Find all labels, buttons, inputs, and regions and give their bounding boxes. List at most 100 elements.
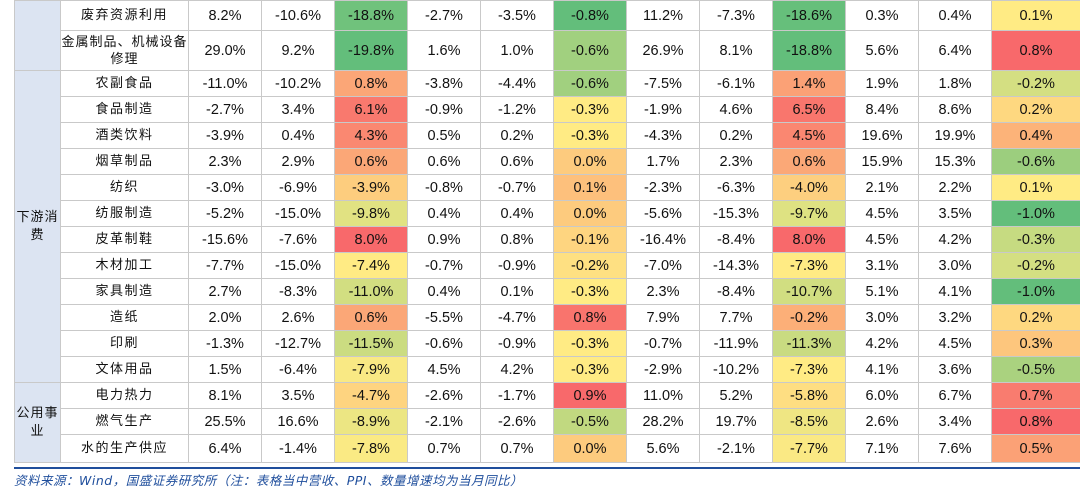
value-cell: 2.3%	[188, 148, 262, 175]
industry-name: 电力热力	[60, 382, 189, 409]
industry-name: 农副食品	[60, 70, 189, 97]
value-cell: 1.5%	[188, 356, 262, 383]
table-row: 废弃资源利用 8.2% -10.6% -18.8% -2.7% -3.5% -0.8% 11.…	[14, 0, 1080, 71]
table-row: 公用事业 电力热力 8.1% 3.5% -4.7% -2.6% -1.7% 0.9% 11.0%…	[14, 382, 1080, 463]
table-body: 废弃资源利用 8.2% -10.6% -18.8% -2.7% -3.5% -0.8% 11.…	[14, 0, 1080, 463]
value-cell: -6.1%	[699, 70, 773, 97]
value-cell: 2.6%	[845, 408, 919, 435]
value-cell: 0.1%	[991, 0, 1080, 31]
value-cell: -18.8%	[772, 30, 846, 71]
value-cell: 2.3%	[699, 148, 773, 175]
value-cell: 0.7%	[480, 434, 554, 463]
value-cell: -0.2%	[772, 304, 846, 331]
value-cell: 0.5%	[991, 434, 1080, 463]
value-cell: 0.0%	[553, 200, 627, 227]
table-row: 燃气生产 25.5% 16.6% -8.9% -2.1% -2.6% -0.5% 28.2% 1…	[15, 408, 1080, 435]
value-cell: 4.2%	[918, 226, 992, 253]
value-cell: -4.7%	[334, 382, 408, 409]
value-cell: 4.2%	[480, 356, 554, 383]
value-cell: 0.6%	[772, 148, 846, 175]
value-cell: -5.5%	[407, 304, 481, 331]
value-cell: 0.2%	[991, 96, 1080, 123]
value-cell: -2.6%	[480, 408, 554, 435]
value-cell: 0.4%	[918, 0, 992, 31]
value-cell: 5.1%	[845, 278, 919, 305]
value-cell: 0.1%	[553, 174, 627, 201]
industry-name: 酒类饮料	[60, 122, 189, 149]
value-cell: 7.7%	[699, 304, 773, 331]
value-cell: 2.7%	[188, 278, 262, 305]
value-cell: -0.6%	[553, 30, 627, 71]
table-row: 文体用品 1.5% -6.4% -7.9% 4.5% 4.2% -0.3% -2.9% -10.…	[15, 356, 1080, 383]
table-row: 烟草制品 2.3% 2.9% 0.6% 0.6% 0.6% 0.0% 1.7% 2.3% 0.6%…	[15, 148, 1080, 175]
value-cell: 4.5%	[845, 226, 919, 253]
industry-name: 造纸	[60, 304, 189, 331]
value-cell: 0.9%	[553, 382, 627, 409]
value-cell: 6.0%	[845, 382, 919, 409]
value-cell: -2.6%	[407, 382, 481, 409]
value-cell: 0.6%	[480, 148, 554, 175]
group-label	[14, 0, 61, 71]
value-cell: 7.9%	[626, 304, 700, 331]
value-cell: -9.8%	[334, 200, 408, 227]
table-row: 下游消费 农副食品 -11.0% -10.2% 0.8% -3.8% -4.4% -0.6% -…	[14, 70, 1080, 383]
value-cell: 0.6%	[407, 148, 481, 175]
value-cell: -8.5%	[772, 408, 846, 435]
value-cell: 8.0%	[334, 226, 408, 253]
value-cell: 2.2%	[918, 174, 992, 201]
value-cell: 6.4%	[188, 434, 262, 463]
value-cell: -3.9%	[188, 122, 262, 149]
value-cell: -7.7%	[188, 252, 262, 279]
table-row: 纺服制造 -5.2% -15.0% -9.8% 0.4% 0.4% 0.0% -5.6% -15…	[15, 200, 1080, 227]
value-cell: -0.3%	[553, 122, 627, 149]
industry-growth-table: 废弃资源利用 8.2% -10.6% -18.8% -2.7% -3.5% -0.8% 11.…	[14, 0, 1080, 463]
value-cell: -3.9%	[334, 174, 408, 201]
industry-name: 皮革制鞋	[60, 226, 189, 253]
group-label: 公用事业	[14, 382, 61, 463]
value-cell: -0.3%	[553, 96, 627, 123]
value-cell: 26.9%	[626, 30, 700, 71]
value-cell: 15.3%	[918, 148, 992, 175]
value-cell: -2.7%	[407, 0, 481, 31]
industry-name: 废弃资源利用	[60, 0, 189, 31]
value-cell: 0.6%	[334, 304, 408, 331]
value-cell: 5.2%	[699, 382, 773, 409]
value-cell: 0.4%	[991, 122, 1080, 149]
value-cell: 0.2%	[480, 122, 554, 149]
source-divider	[14, 467, 1080, 469]
value-cell: 3.5%	[261, 382, 335, 409]
value-cell: 6.4%	[918, 30, 992, 71]
value-cell: 4.5%	[845, 200, 919, 227]
value-cell: 19.7%	[699, 408, 773, 435]
value-cell: -1.4%	[261, 434, 335, 463]
industry-name: 金属制品、机械设备修理	[60, 30, 189, 71]
value-cell: -0.8%	[407, 174, 481, 201]
value-cell: 2.9%	[261, 148, 335, 175]
value-cell: 6.1%	[334, 96, 408, 123]
value-cell: -0.2%	[991, 70, 1080, 97]
value-cell: 3.6%	[918, 356, 992, 383]
value-cell: 11.2%	[626, 0, 700, 31]
industry-name: 文体用品	[60, 356, 189, 383]
value-cell: -18.8%	[334, 0, 408, 31]
industry-name: 木材加工	[60, 252, 189, 279]
value-cell: 2.6%	[261, 304, 335, 331]
value-cell: -2.1%	[699, 434, 773, 463]
value-cell: 3.0%	[918, 252, 992, 279]
value-cell: -8.9%	[334, 408, 408, 435]
value-cell: 3.0%	[845, 304, 919, 331]
group-label: 下游消费	[14, 70, 61, 383]
value-cell: -0.7%	[480, 174, 554, 201]
value-cell: 0.7%	[991, 382, 1080, 409]
value-cell: 1.6%	[407, 30, 481, 71]
value-cell: 0.5%	[407, 122, 481, 149]
value-cell: -8.3%	[261, 278, 335, 305]
value-cell: -0.7%	[407, 252, 481, 279]
value-cell: 4.5%	[918, 330, 992, 357]
value-cell: 11.0%	[626, 382, 700, 409]
table-row: 印刷 -1.3% -12.7% -11.5% -0.6% -0.9% -0.3% -0.7% -…	[15, 330, 1080, 357]
value-cell: -0.9%	[480, 330, 554, 357]
value-cell: 0.4%	[480, 200, 554, 227]
value-cell: -14.3%	[699, 252, 773, 279]
value-cell: 0.8%	[991, 408, 1080, 435]
